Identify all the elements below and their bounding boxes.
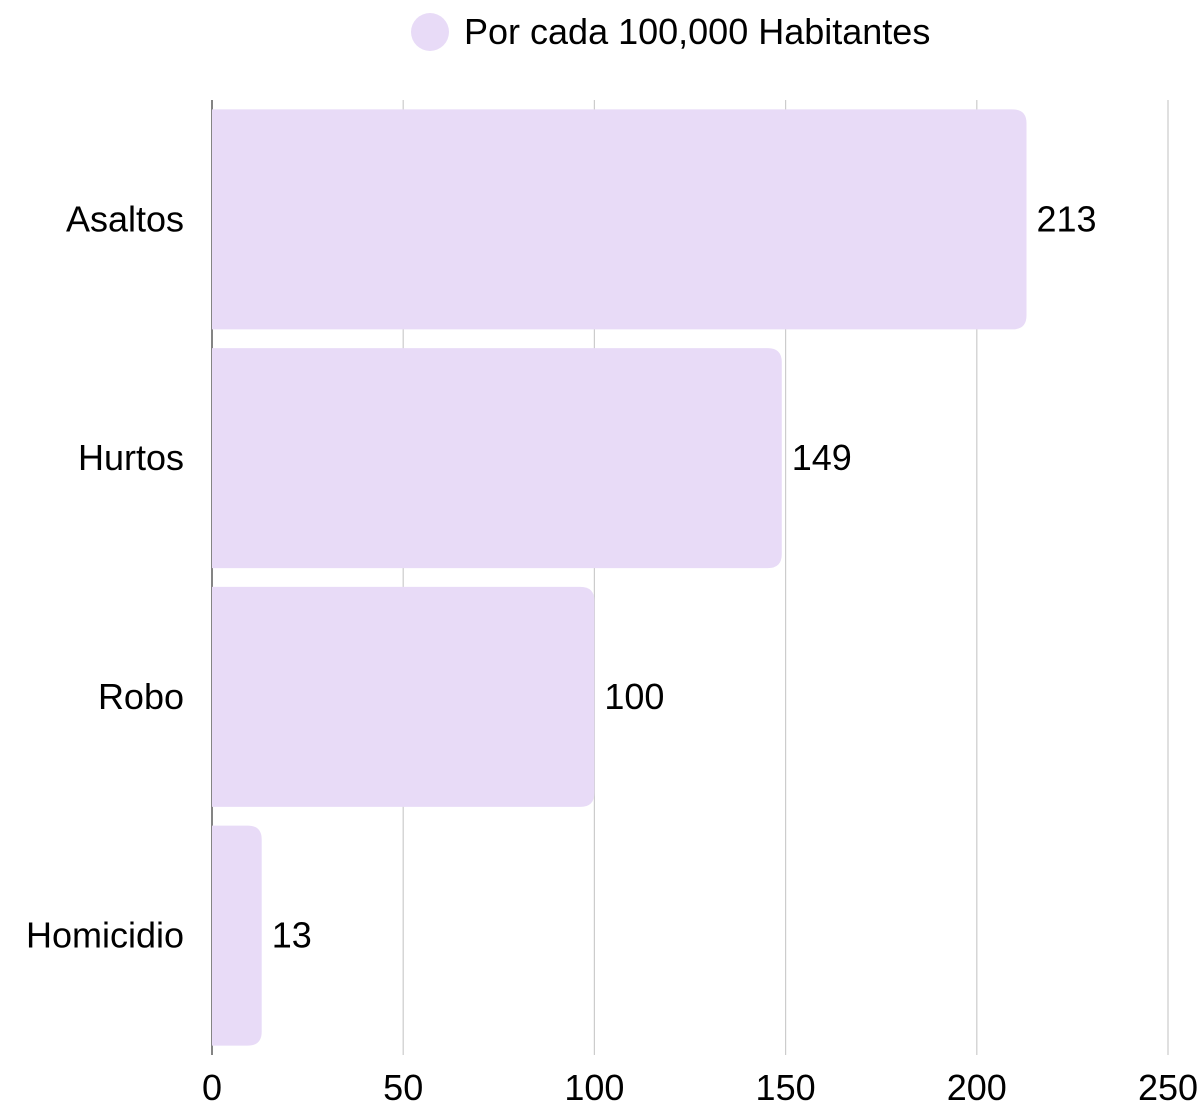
category-label-hurtos: Hurtos xyxy=(78,437,184,478)
bar-hurtos xyxy=(212,348,782,569)
bar-robo xyxy=(212,586,595,807)
legend: Por cada 100,000 Habitantes xyxy=(411,11,930,52)
bar-homicidio xyxy=(212,825,262,1046)
value-label-asaltos: 213 xyxy=(1037,198,1097,239)
category-labels: Asaltos Hurtos Robo Homicidio xyxy=(26,198,184,955)
x-tick-label-0: 0 xyxy=(202,1067,222,1107)
value-label-homicidio: 13 xyxy=(272,915,312,956)
x-axis-tick-labels: 0 50 100 150 200 250 xyxy=(202,1067,1198,1107)
x-tick-label-250: 250 xyxy=(1138,1067,1198,1107)
legend-label: Por cada 100,000 Habitantes xyxy=(464,11,930,52)
category-label-homicidio: Homicidio xyxy=(26,915,184,956)
value-labels: 213 149 100 13 xyxy=(272,198,1097,955)
value-label-hurtos: 149 xyxy=(792,437,852,478)
x-tick-label-200: 200 xyxy=(947,1067,1007,1107)
bars xyxy=(212,109,1027,1046)
x-tick-label-50: 50 xyxy=(383,1067,423,1107)
category-label-asaltos: Asaltos xyxy=(66,198,184,239)
x-tick-label-100: 100 xyxy=(564,1067,624,1107)
bar-asaltos xyxy=(212,109,1027,330)
legend-swatch xyxy=(411,13,449,51)
value-label-robo: 100 xyxy=(604,676,664,717)
x-tick-label-150: 150 xyxy=(756,1067,816,1107)
category-label-robo: Robo xyxy=(98,676,184,717)
